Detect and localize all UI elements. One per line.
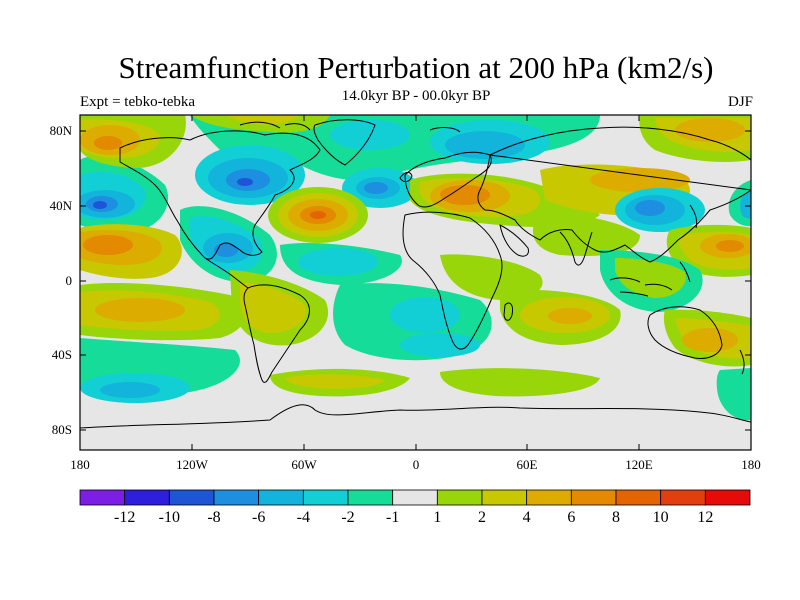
y-axis: 80N 40N 0 40S 80S [50,123,751,437]
colorbar-swatch [392,489,438,506]
coast-africa [402,211,503,350]
coast-central-america [204,257,249,289]
colorbar-swatch [526,489,572,506]
plot-subtitle: 14.0kyr BP - 00.0kyr BP [341,88,491,104]
coast-japan [689,204,698,229]
x-tick-label-180-right: 180 [741,457,761,472]
colorbar-label: -8 [207,509,220,526]
coast-antarctica [80,404,751,429]
x-tick-label-120w: 120W [176,457,209,472]
colorbar-swatch [258,489,304,506]
colorbar-label: 6 [567,509,575,526]
colorbar-swatch [660,489,706,506]
colorbar-swatch [79,489,126,506]
coast-south-america [243,284,310,383]
colorbar-label: -10 [159,509,180,526]
y-tick-label-0: 0 [66,273,73,288]
coast-australia [647,306,723,359]
x-tick-label-0: 0 [413,457,420,472]
y-tick-label-80s: 80S [52,422,72,437]
coast-india [559,231,593,266]
coastlines [80,119,751,429]
colorbar-label: -2 [341,509,354,526]
colorbar-swatch [347,489,394,506]
coast-asia [477,126,751,263]
colorbar-label: 1 [433,509,441,526]
map-plot-area [80,115,751,450]
colorbar-label: 10 [653,509,669,526]
colorbar-swatch [615,489,662,506]
season-label: DJF [727,94,753,110]
colorbar-label: -4 [297,509,310,526]
colorbar-label: 4 [523,509,531,526]
coast-north-america [119,130,321,260]
coast-new-zealand [739,349,745,375]
colorbar-swatch [481,489,528,506]
colorbar-swatch [570,489,617,506]
x-axis: 180 120W 60W 0 60E 120E 180 [70,115,761,472]
y-tick-label-40n: 40N [50,198,73,213]
colorbar-label: -1 [386,509,399,526]
x-tick-label-120e: 120E [625,457,653,472]
colorbar-swatch [213,489,260,506]
colorbar-label: -6 [252,509,265,526]
coast-indonesia [609,261,691,297]
contour-fields [80,115,751,421]
colorbar-swatch [704,489,751,506]
colorbar-swatch [124,489,170,506]
coast-europe [404,151,492,208]
colorbar-swatch [168,489,215,506]
y-tick-label-40s: 40S [52,347,72,362]
colorbar-swatch [436,489,483,506]
plot-title: Streamfunction Perturbation at 200 hPa (… [118,50,714,85]
x-tick-label-180-left: 180 [70,457,90,472]
coast-greenland [313,119,376,166]
colorbar: -12 -10 -8 -6 -4 -2 -1 1 2 4 6 8 10 12 [79,489,751,526]
y-tick-label-80n: 80N [50,123,73,138]
coast-british-isles [399,171,413,183]
experiment-label: Expt = tebko-tebka [80,94,196,110]
colorbar-swatch [302,489,349,506]
colorbar-label: 2 [478,509,486,526]
coast-arctic-islands [239,121,461,133]
colorbar-label: 8 [612,509,620,526]
colorbar-label: 12 [697,509,713,526]
colorbar-label: -12 [114,509,135,526]
coast-arabia [499,224,529,257]
x-tick-label-60e: 60E [517,457,538,472]
coast-madagascar [503,302,513,321]
x-tick-label-60w: 60W [291,457,317,472]
